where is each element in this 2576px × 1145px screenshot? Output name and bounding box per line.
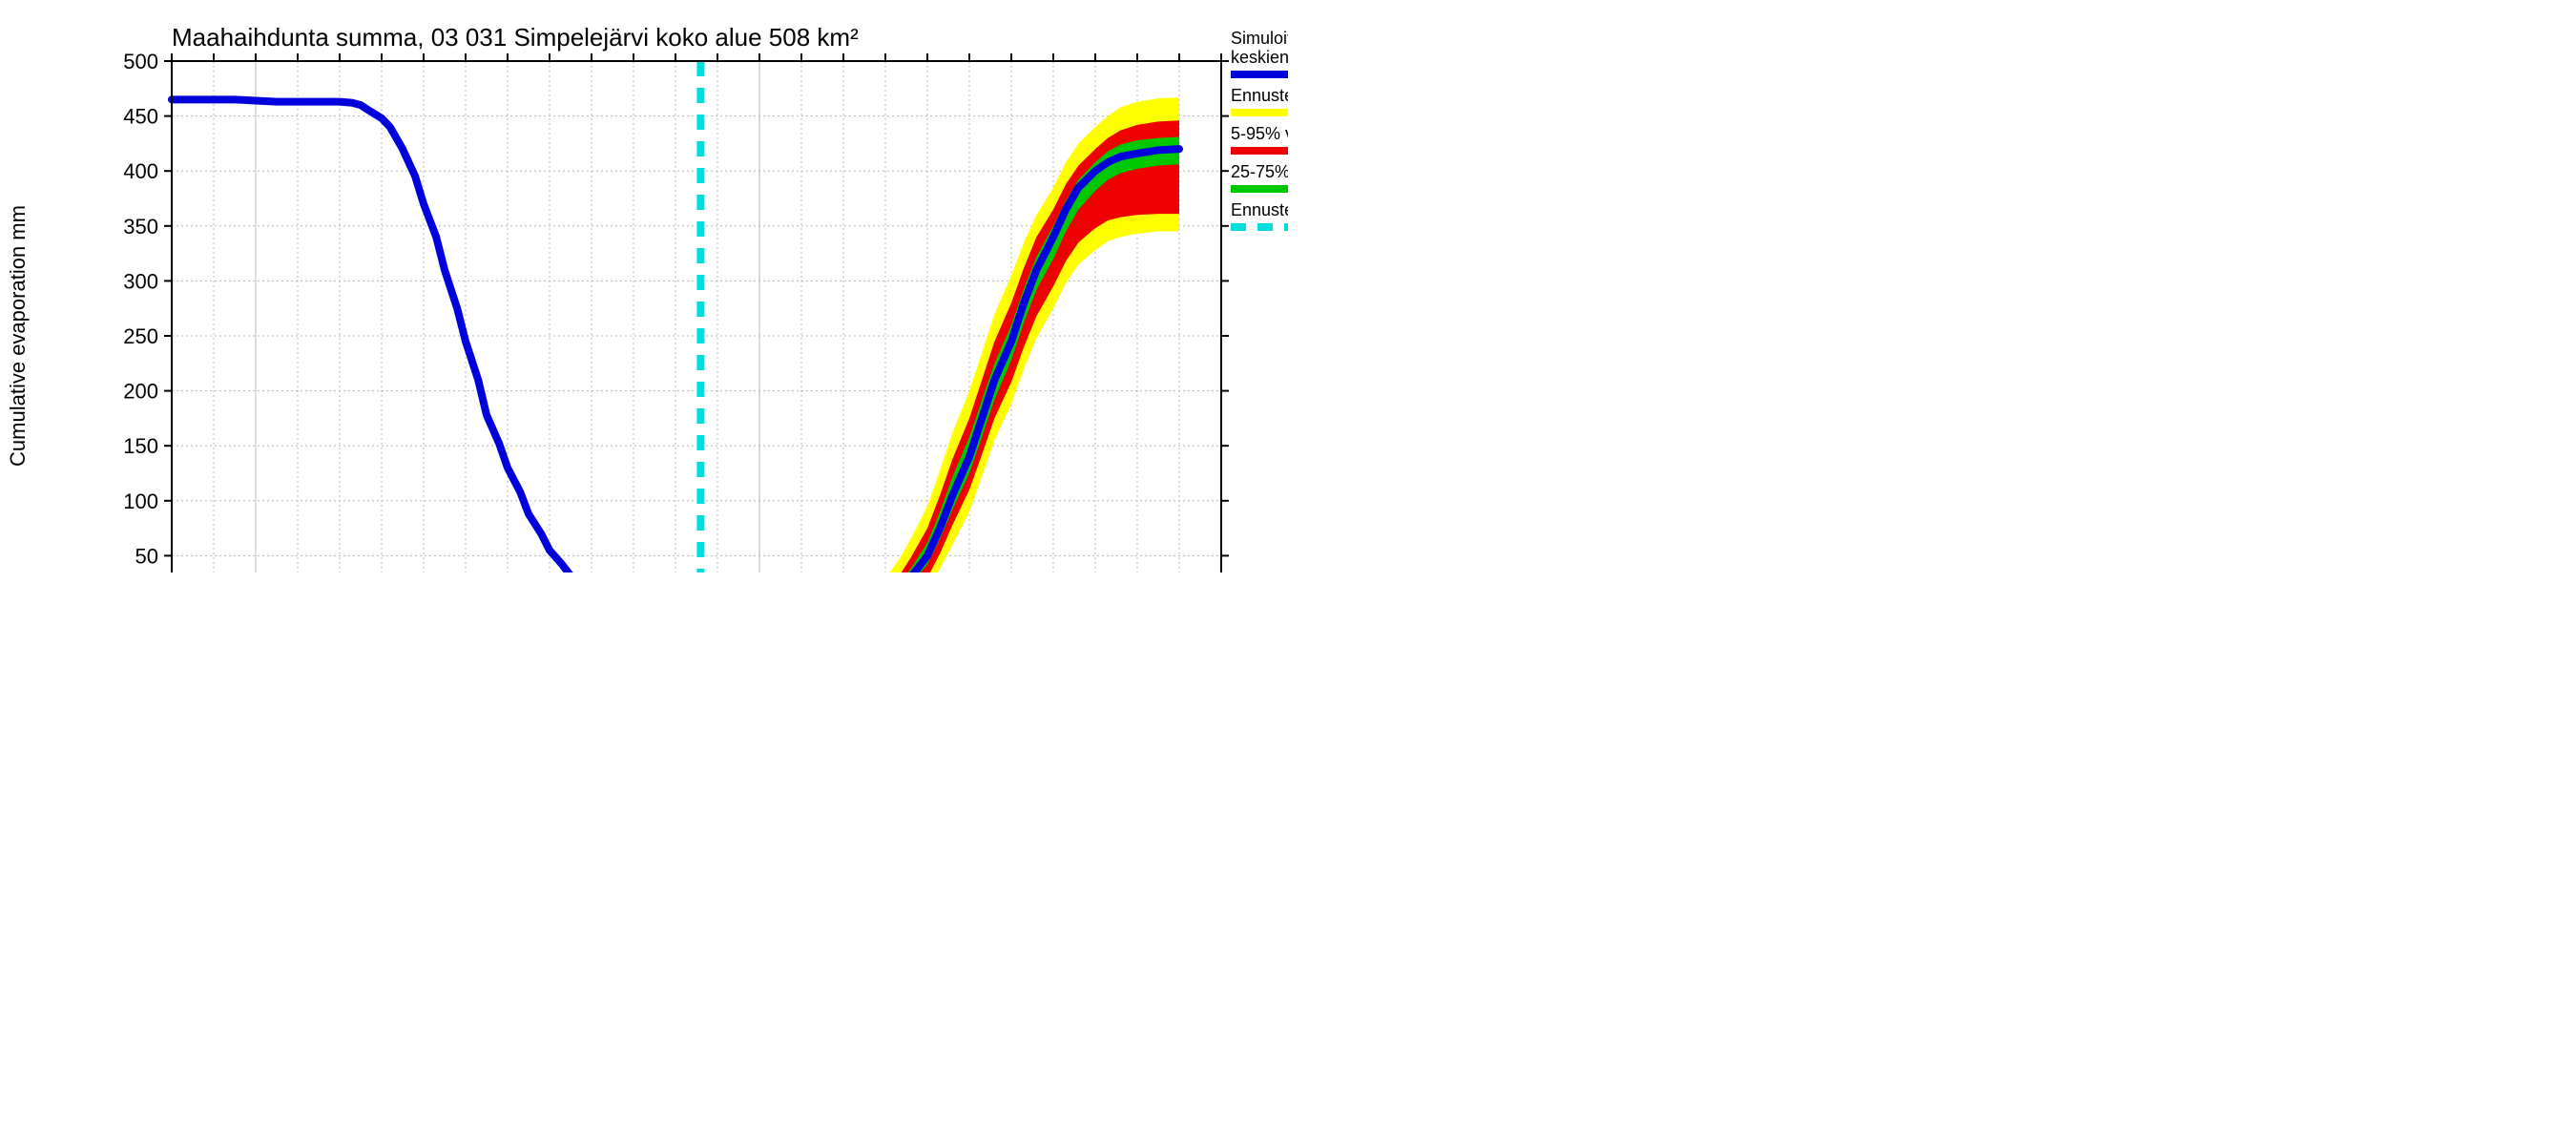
y-tick-label: 350 (123, 215, 158, 239)
y-tick-label: 250 (123, 324, 158, 348)
y-tick-label: 400 (123, 159, 158, 183)
y-tick-label: 100 (123, 489, 158, 513)
chart-container: 050100150200250300350400450500XIXIIIIIII… (0, 0, 1288, 572)
y-tick-label: 50 (135, 544, 158, 568)
chart-svg: 050100150200250300350400450500XIXIIIIIII… (0, 0, 1288, 572)
legend-label: Simuloitu historia ja (1231, 29, 1288, 48)
y-tick-label: 500 (123, 50, 158, 73)
y-tick-label: 150 (123, 434, 158, 458)
y-tick-label: 450 (123, 105, 158, 129)
chart-title: Maahaihdunta summa, 03 031 Simpelejärvi … (172, 23, 859, 52)
y-tick-label: 300 (123, 269, 158, 293)
legend-label: Ennusteen vaihteluväli (1231, 86, 1288, 105)
legend-label: 25-75% vaihteluväli (1231, 162, 1288, 181)
y-axis-label: Cumulative evaporation mm (6, 205, 30, 467)
legend-label: 5-95% vaihteluväli (1231, 124, 1288, 143)
legend-label: keskiennuste (1231, 48, 1288, 67)
legend-label: Ennusteen alku (1231, 200, 1288, 219)
y-tick-label: 200 (123, 380, 158, 404)
